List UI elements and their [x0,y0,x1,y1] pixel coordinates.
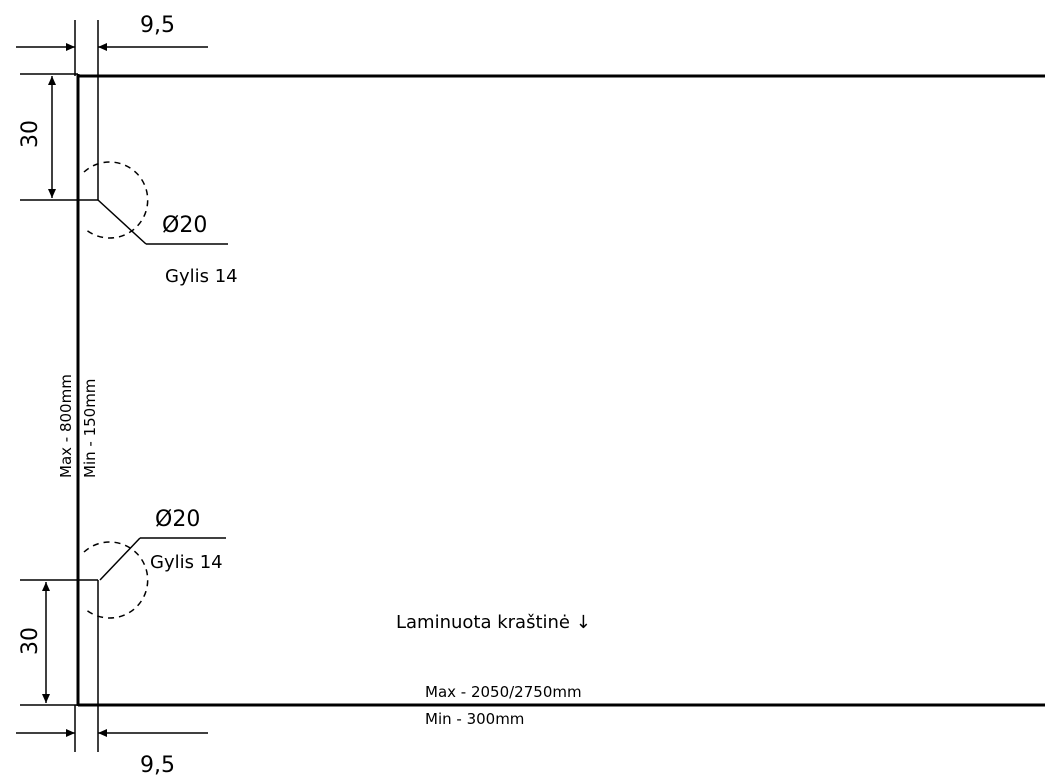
hole-bottom-diameter: Ø20 [155,507,200,532]
hole-top-depth: Gylis 14 [165,266,238,287]
dim-bottom-height [20,579,98,706]
dim-top-height [20,73,98,201]
dim-bottom-width-label: 9,5 [140,753,175,778]
height-min-label: Min - 150mm [81,379,99,478]
dim-top-width [16,20,208,76]
hole-top-leader [97,199,147,245]
hole-top [83,161,228,245]
hole-top-diameter: Ø20 [162,213,207,238]
hole-bottom [83,537,226,619]
hole-top-dashed-arc [83,161,149,239]
dim-top-width-label: 9,5 [140,13,175,38]
panel-outline [76,74,1045,707]
height-max-label: Max - 800mm [57,374,75,478]
dim-bottom-width [16,705,208,752]
hole-bottom-leader [99,537,141,581]
dim-bottom-height-label: 30 [18,627,43,655]
length-max-label: Max - 2050/2750mm [425,683,582,701]
length-min-label: Min - 300mm [425,710,524,728]
hole-bottom-dashed-arc [83,541,149,619]
dim-top-height-label: 30 [18,120,43,148]
laminated-edge-label: Laminuota kraštinė ↓ [396,612,591,633]
hole-bottom-depth: Gylis 14 [150,552,223,573]
